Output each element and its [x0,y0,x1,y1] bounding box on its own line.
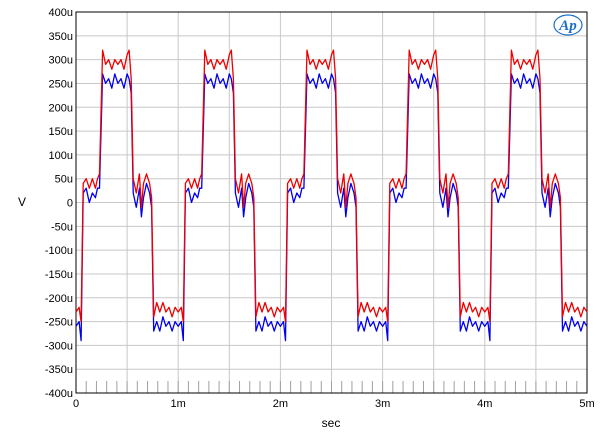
x-tick-label-0: 0 [73,398,79,410]
series-line-1 [75,49,588,323]
ap-logo: Ap [553,14,583,36]
x-tick-label-1: 1m [171,398,186,410]
ap-logo-text: Ap [558,18,577,34]
y-tick-label-0: 400u [49,7,73,19]
y-tick-label-4: 200u [49,102,73,114]
x-tick-label-2: 2m [273,398,288,410]
x-tick-label-4: 4m [477,398,492,410]
y-tick-label-9: -50u [51,221,73,233]
y-tick-label-12: -200u [45,293,73,305]
minor-x-ticks [85,381,578,393]
y-tick-label-7: 50u [55,174,73,186]
x-tick-label-5: 5m [579,398,594,410]
y-tick-label-10: -100u [45,245,73,257]
y-tick-label-2: 300u [49,55,73,67]
y-tick-label-5: 150u [49,126,73,138]
series-line-0 [75,73,588,342]
y-tick-label-11: -150u [45,269,73,281]
y-axis-title: V [18,195,26,209]
x-tick-labels: 0 1m 2m 3m 4m 5m [73,398,595,410]
y-tick-label-15: -350u [45,364,73,376]
y-tick-label-3: 250u [49,78,73,90]
y-tick-label-13: -250u [45,317,73,329]
x-tick-label-3: 3m [375,398,390,410]
y-tick-label-6: 100u [49,150,73,162]
y-tick-label-1: 350u [49,31,73,43]
y-tick-label-8: 0 [67,198,73,210]
y-tick-label-14: -300u [45,340,73,352]
plot-frame [75,11,588,394]
y-tick-label-16: -400u [45,388,73,400]
x-axis-title: sec [322,416,341,430]
series-layer [75,49,588,342]
y-tick-labels: 400u 350u 300u 250u 200u 150u 100u 50u 0 -50u -100… [45,7,73,400]
ap-logo-ring [553,14,583,36]
